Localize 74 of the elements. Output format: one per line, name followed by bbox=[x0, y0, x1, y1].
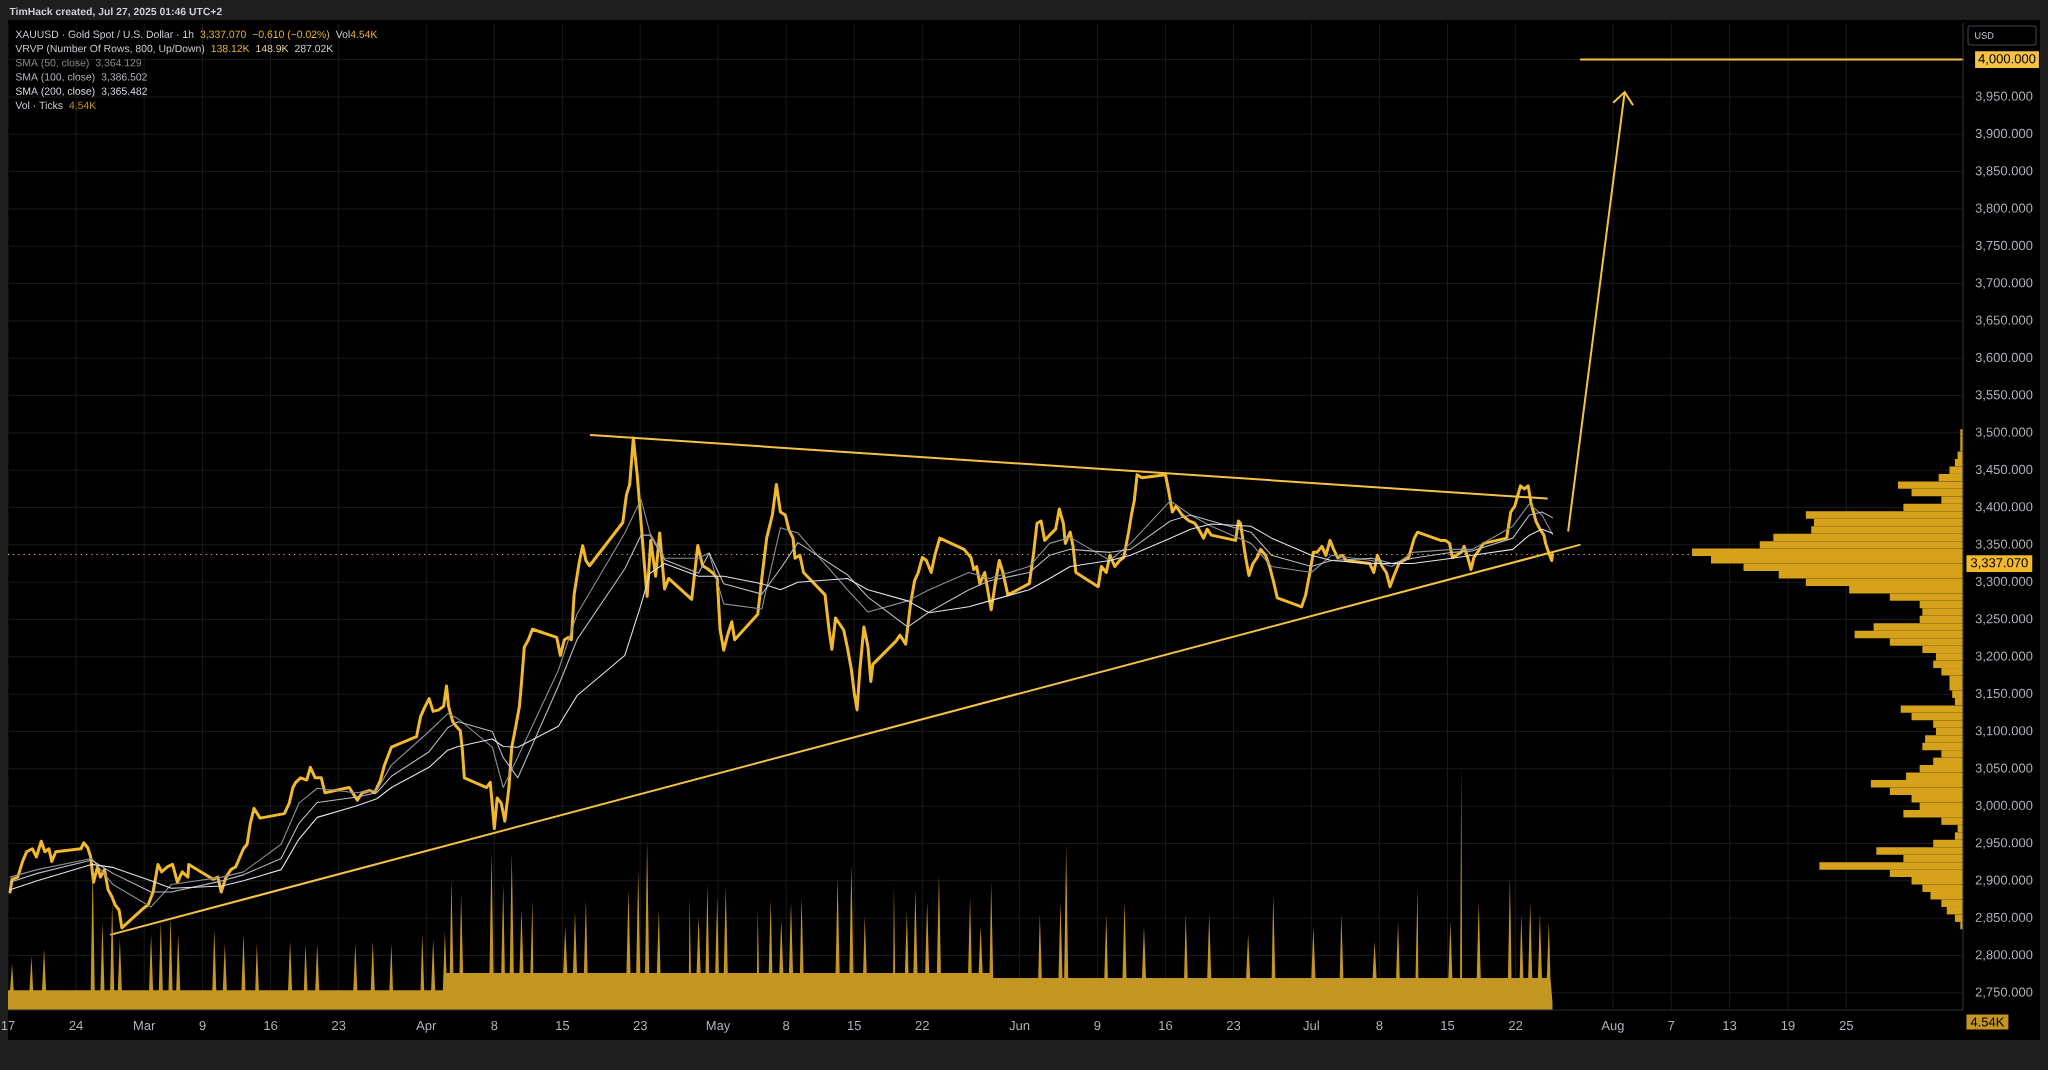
x-tick-label: Apr bbox=[416, 1021, 437, 1033]
y-tick-label: 2,950.000 bbox=[1975, 838, 2033, 849]
y-tick-label: 3,300.000 bbox=[1975, 576, 2033, 588]
x-tick-label: 16 bbox=[264, 1020, 278, 1031]
x-tick-label: Aug bbox=[1601, 1021, 1624, 1033]
y-tick-label: 3,650.000 bbox=[1975, 315, 2033, 327]
y-tick-label: 3,900.000 bbox=[1975, 128, 2033, 140]
text: TimHack created, Jul 27, 2025 01:46 UTC+2 bbox=[9, 7, 222, 17]
annotation: 3,364.129 bbox=[95, 59, 142, 68]
x-tick-label: 9 bbox=[199, 1020, 206, 1031]
y-tick-label: 3,500.000 bbox=[1975, 427, 2033, 439]
x-tick-label: 17 bbox=[1, 1021, 15, 1030]
y-tick-label: 3,950.000 bbox=[1975, 91, 2033, 103]
text: SMA (100, close) bbox=[15, 72, 95, 83]
annotation: 4.54K bbox=[69, 101, 97, 109]
y-tick-label: 3,600.000 bbox=[1975, 352, 2033, 364]
y-tick-label: 3,100.000 bbox=[1975, 726, 2033, 737]
x-tick-label: 8 bbox=[783, 1020, 790, 1031]
chart-title: Vol · Ticks bbox=[15, 101, 63, 109]
y-tick-label: 2,900.000 bbox=[1975, 875, 2033, 887]
text: XAUUSD · Gold Spot / U.S. Dollar · 1h bbox=[15, 30, 194, 41]
y-tick-label: 3,800.000 bbox=[1975, 203, 2033, 215]
x-tick-label: 16 bbox=[1159, 1020, 1173, 1031]
text: SMA (50, close) bbox=[15, 58, 89, 69]
annotation: Vol bbox=[335, 30, 350, 38]
ref-line-label: 3,337.070 bbox=[1970, 558, 2028, 569]
y-tick-label: 3,850.000 bbox=[1975, 166, 2033, 177]
y-tick-label: 3,550.000 bbox=[1975, 390, 2033, 401]
annotation: 3,365.482 bbox=[101, 87, 147, 96]
x-tick-label: 19 bbox=[1781, 1020, 1795, 1031]
y-tick-label: 2,750.000 bbox=[1975, 987, 2033, 999]
y-tick-label: 3,200.000 bbox=[1975, 651, 2033, 663]
y-tick-label: 3,350.000 bbox=[1975, 539, 2033, 551]
annotation: 287.02K bbox=[295, 44, 334, 53]
x-tick-label: 7 bbox=[1668, 1021, 1675, 1030]
x-tick-label: 25 bbox=[1839, 1020, 1853, 1031]
x-tick-label: 22 bbox=[915, 1020, 929, 1030]
x-tick-label: 23 bbox=[332, 1020, 346, 1031]
annotation: VRVP (Number Of Rows, 800, Up/Down) bbox=[15, 44, 205, 55]
x-tick-label: 23 bbox=[1226, 1020, 1241, 1031]
annotation: 3,386.502 bbox=[101, 73, 147, 82]
text: SMA (200, close) bbox=[15, 87, 95, 97]
x-tick-label: 9 bbox=[1094, 1020, 1101, 1031]
x-tick-label: 23 bbox=[633, 1020, 647, 1031]
y-axis-title: USD bbox=[1975, 32, 1994, 39]
text: 4.54K bbox=[1970, 1017, 2005, 1027]
y-tick-label: 3,050.000 bbox=[1975, 763, 2033, 775]
annotation: 148.9K bbox=[256, 44, 289, 53]
x-tick-label: 8 bbox=[491, 1020, 498, 1031]
y-tick-label: 2,800.000 bbox=[1975, 950, 2033, 961]
y-tick-label: 3,150.000 bbox=[1975, 688, 2033, 700]
x-tick-label: 24 bbox=[69, 1020, 83, 1030]
x-tick-label: Mar bbox=[134, 1021, 156, 1031]
x-tick-label: Jul bbox=[1303, 1020, 1319, 1031]
y-tick-label: 3,700.000 bbox=[1975, 278, 2033, 289]
x-tick-label: 15 bbox=[847, 1021, 861, 1031]
y-tick-label: 4,000.000 bbox=[1978, 54, 2036, 65]
annotation: 4.54K bbox=[350, 30, 378, 38]
y-tick-label: 3,750.000 bbox=[1975, 240, 2033, 252]
y-tick-label: 3,250.000 bbox=[1975, 614, 2033, 625]
y-tick-label: 3,450.000 bbox=[1975, 464, 2033, 476]
y-tick-label: 3,400.000 bbox=[1975, 502, 2033, 513]
x-tick-label: 13 bbox=[1723, 1020, 1737, 1031]
x-tick-label: 15 bbox=[556, 1021, 570, 1031]
x-tick-label: 8 bbox=[1376, 1020, 1383, 1031]
x-tick-label: Jun bbox=[1009, 1021, 1030, 1031]
x-tick-label: 15 bbox=[1441, 1021, 1455, 1031]
annotation: 138.12K bbox=[211, 44, 250, 53]
y-tick-label: 2,850.000 bbox=[1975, 912, 2033, 924]
x-tick-label: 22 bbox=[1509, 1020, 1523, 1030]
y-tick-label: 3,000.000 bbox=[1975, 800, 2033, 812]
annotation: −0.610 (−0.02%) bbox=[252, 30, 330, 41]
annotation: 3,337.070 bbox=[200, 30, 246, 40]
x-tick-label: May bbox=[706, 1021, 731, 1033]
